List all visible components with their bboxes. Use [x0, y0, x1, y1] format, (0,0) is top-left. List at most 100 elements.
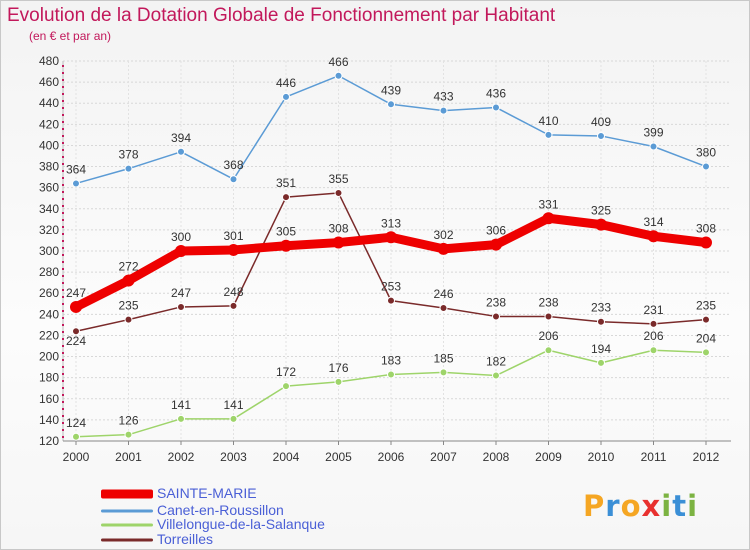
data-label: 368: [223, 158, 243, 172]
legend-label: Torreilles: [157, 531, 214, 547]
data-label: 409: [591, 115, 611, 129]
data-label: 325: [591, 204, 611, 218]
legend-swatch: [101, 538, 153, 542]
series-point: [597, 317, 605, 326]
series-point: [649, 346, 658, 355]
x-tick-label: 2003: [220, 450, 247, 464]
series-point: [229, 301, 238, 310]
chart-title: Evolution de la Dotation Globale de Fonc…: [7, 5, 556, 26]
x-tick-label: 2001: [115, 450, 142, 464]
series-point: [492, 103, 500, 112]
series-point: [490, 238, 502, 251]
series-point: [542, 212, 555, 225]
data-label: 204: [696, 331, 716, 345]
series-point: [439, 304, 448, 312]
y-tick-label: 480: [39, 54, 59, 68]
x-tick-label: 2008: [483, 450, 510, 464]
series-point: [544, 130, 553, 139]
y-tick-label: 400: [39, 138, 59, 152]
series-point: [70, 300, 82, 313]
series-point: [282, 382, 290, 391]
data-label: 182: [486, 355, 506, 369]
data-label: 141: [171, 398, 191, 412]
data-label: 305: [276, 225, 296, 239]
logo-letter: r: [605, 489, 621, 523]
data-label: 248: [223, 285, 243, 299]
y-tick-label: 340: [39, 202, 59, 216]
data-label: 246: [433, 287, 453, 301]
y-tick-label: 140: [39, 413, 59, 427]
data-label: 238: [538, 295, 558, 309]
x-tick-label: 2000: [63, 450, 90, 464]
x-tick-label: 2009: [535, 450, 562, 464]
proxiti-logo: Proxiti: [583, 489, 698, 523]
data-label: 206: [643, 329, 663, 343]
legend-label: Canet-en-Roussillon: [157, 502, 284, 518]
series-point: [439, 368, 448, 377]
data-label: 233: [591, 301, 611, 315]
series-point: [387, 100, 395, 109]
data-label: 314: [643, 215, 663, 229]
series-point: [72, 179, 80, 188]
data-label: 176: [328, 361, 348, 375]
series-point: [122, 274, 135, 287]
legend-swatch: [101, 523, 153, 527]
y-tick-label: 300: [39, 244, 59, 258]
logo-letter: i: [661, 489, 673, 523]
series-point: [72, 432, 80, 441]
series-point: [700, 236, 712, 249]
data-label: 378: [118, 148, 138, 162]
series-point: [124, 164, 133, 173]
x-tick-label: 2010: [588, 450, 615, 464]
data-label: 194: [591, 342, 611, 356]
data-label: 235: [118, 299, 138, 313]
series-point: [595, 218, 607, 231]
y-tick-label: 280: [39, 265, 59, 279]
series-point: [280, 239, 292, 252]
series-point: [177, 302, 185, 311]
series-point: [544, 346, 553, 355]
y-tick-label: 180: [39, 371, 59, 385]
legend-label: Villelongue-de-la-Salanque: [157, 516, 325, 532]
data-label: 172: [276, 365, 296, 379]
data-label: 439: [381, 83, 401, 97]
series-point: [175, 245, 187, 257]
data-label: 124: [66, 416, 86, 430]
data-label: 351: [276, 176, 296, 190]
data-label: 399: [643, 126, 663, 140]
series-point: [72, 327, 80, 336]
y-tick-label: 200: [39, 350, 59, 364]
y-tick-label: 380: [39, 160, 59, 174]
x-tick-label: 2004: [273, 450, 300, 464]
data-label: 183: [381, 354, 401, 368]
x-tick-label: 2011: [641, 450, 667, 464]
data-label: 253: [381, 280, 401, 294]
series-point: [124, 430, 133, 439]
series-point: [385, 231, 397, 244]
data-label: 185: [433, 351, 453, 365]
x-tick-label: 2005: [325, 450, 352, 464]
series-point: [387, 370, 395, 379]
y-tick-label: 240: [39, 307, 59, 321]
series-point: [439, 106, 448, 115]
series-point: [597, 131, 605, 140]
series-point: [702, 348, 710, 357]
data-label: 410: [538, 114, 558, 128]
chart-subtitle: (en € et par an): [29, 29, 112, 43]
y-tick-label: 320: [39, 223, 59, 237]
logo-letter: i: [687, 489, 699, 523]
series-point: [702, 162, 710, 171]
data-label: 238: [486, 295, 506, 309]
legend-swatch: [101, 489, 153, 499]
legend-label: SAINTE-MARIE: [157, 485, 257, 501]
series-point: [437, 242, 450, 255]
data-label: 364: [66, 162, 86, 176]
data-label: 272: [118, 260, 138, 274]
series-point: [177, 147, 185, 156]
y-tick-label: 420: [39, 117, 59, 131]
series-point: [387, 296, 395, 305]
data-label: 380: [696, 146, 716, 160]
series-point: [177, 414, 185, 423]
y-tick-label: 260: [39, 286, 59, 300]
